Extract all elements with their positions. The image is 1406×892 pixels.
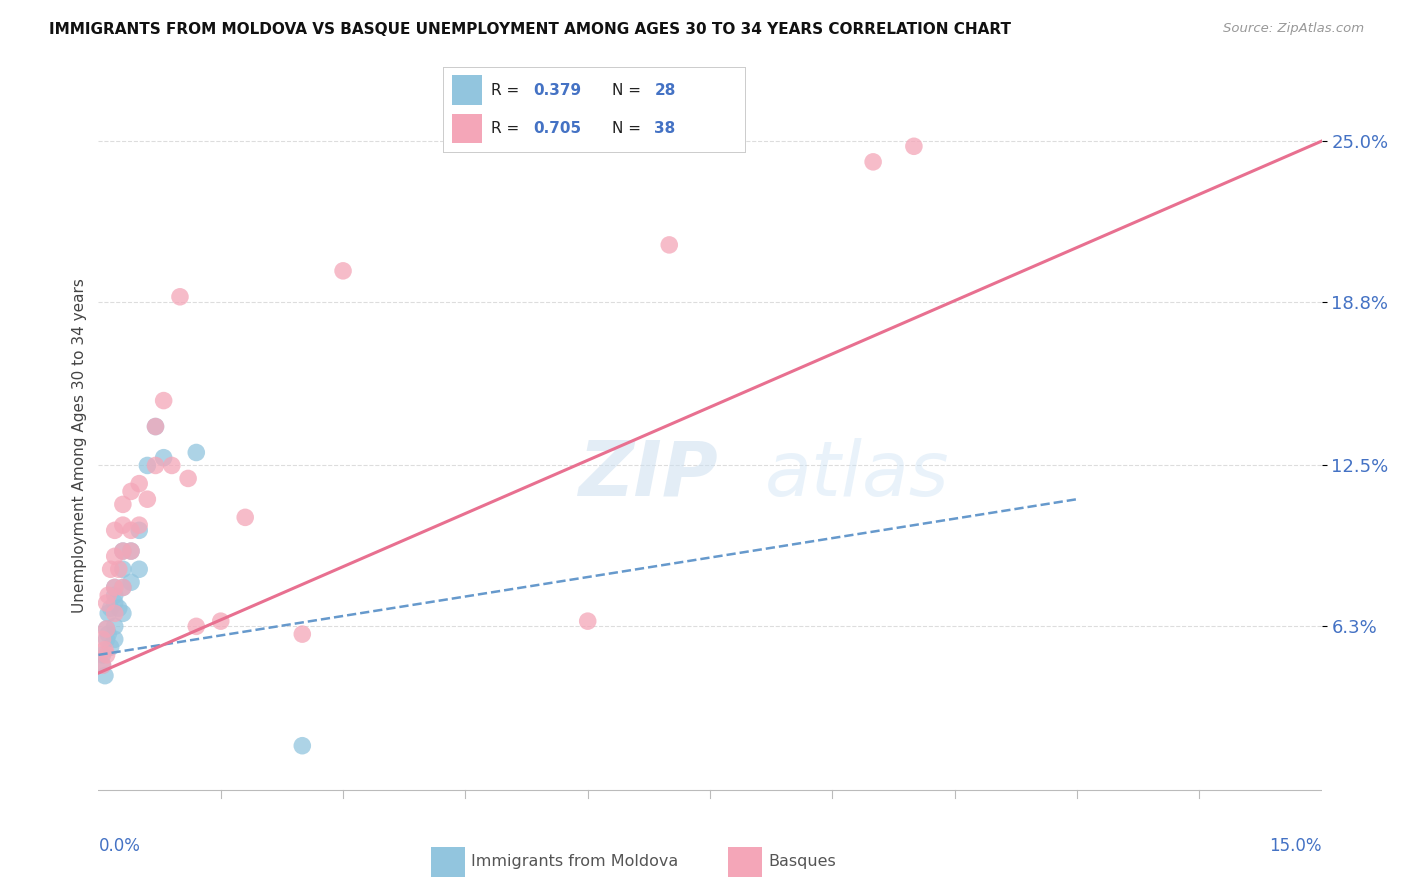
Point (862, 154, 884, 169)
Point (209, 614, 232, 628)
Point (128, 562, 150, 576)
Point (120, 575, 142, 590)
Point (111, 497, 134, 511)
Point (186, 445, 208, 459)
Point (96, 648, 118, 662)
Point (91, 648, 114, 662)
Point (169, 290, 191, 304)
Text: 28: 28 (655, 83, 676, 98)
Point (104, 619, 127, 633)
Text: 38: 38 (655, 120, 676, 136)
Point (120, 544, 142, 558)
Point (186, 619, 208, 633)
Point (136, 492, 159, 507)
Text: R =: R = (491, 83, 524, 98)
Text: 0.705: 0.705 (534, 120, 582, 136)
Point (177, 471, 200, 485)
Point (291, 627, 314, 641)
Point (145, 458, 167, 473)
Text: ZIP: ZIP (579, 438, 718, 511)
Point (111, 544, 134, 558)
Point (111, 581, 134, 595)
Text: Immigrants from Moldova: Immigrants from Moldova (471, 855, 678, 869)
Text: Basques: Basques (768, 855, 835, 869)
Point (111, 562, 134, 576)
Point (104, 607, 127, 621)
Point (97, 607, 120, 621)
Point (145, 419, 167, 434)
Point (96, 632, 118, 647)
Point (111, 607, 134, 621)
Bar (728, 847, 762, 877)
Point (108, 601, 131, 615)
Point (332, 264, 354, 278)
Point (104, 549, 127, 564)
Point (658, 238, 681, 252)
Point (91, 632, 114, 647)
Point (111, 544, 134, 558)
Bar (451, 113, 482, 143)
Point (104, 524, 127, 538)
Point (128, 524, 150, 538)
Point (104, 581, 127, 595)
Point (111, 518, 134, 533)
Point (97, 588, 120, 602)
Point (104, 588, 127, 602)
Point (120, 484, 142, 499)
Point (160, 458, 183, 473)
Point (104, 596, 127, 610)
Text: IMMIGRANTS FROM MOLDOVA VS BASQUE UNEMPLOYMENT AMONG AGES 30 TO 34 YEARS CORRELA: IMMIGRANTS FROM MOLDOVA VS BASQUE UNEMPL… (49, 22, 1011, 37)
Point (291, 739, 314, 753)
Point (120, 524, 142, 538)
Point (94, 668, 117, 682)
Point (100, 562, 122, 576)
Point (108, 562, 131, 576)
Point (100, 640, 122, 654)
Point (136, 458, 159, 473)
Point (111, 581, 134, 595)
Bar (430, 847, 465, 877)
Point (152, 393, 174, 408)
Point (145, 419, 167, 434)
Point (96, 622, 118, 636)
Point (96, 622, 118, 636)
Text: 15.0%: 15.0% (1270, 837, 1322, 855)
Point (576, 614, 599, 628)
Point (100, 601, 122, 615)
Text: 0.0%: 0.0% (98, 837, 141, 855)
Text: R =: R = (491, 120, 524, 136)
Point (91, 658, 114, 673)
Bar (451, 76, 482, 105)
Point (94, 642, 117, 657)
Text: atlas: atlas (765, 438, 949, 511)
Point (104, 581, 127, 595)
Point (91, 658, 114, 673)
Text: 0.379: 0.379 (534, 83, 582, 98)
Point (128, 476, 150, 491)
Point (120, 544, 142, 558)
Text: Source: ZipAtlas.com: Source: ZipAtlas.com (1223, 22, 1364, 36)
Point (128, 518, 150, 533)
Point (96, 596, 118, 610)
Text: N =: N = (612, 83, 645, 98)
Point (233, 510, 256, 524)
Text: N =: N = (612, 120, 645, 136)
Y-axis label: Unemployment Among Ages 30 to 34 years: Unemployment Among Ages 30 to 34 years (72, 278, 87, 614)
Point (104, 632, 127, 647)
Point (152, 450, 174, 465)
Point (97, 627, 120, 641)
Point (903, 139, 925, 153)
